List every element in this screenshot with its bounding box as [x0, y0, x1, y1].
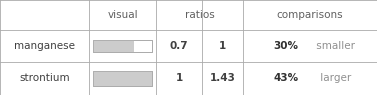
Bar	[0, 30, 377, 62]
Text: ratios: ratios	[185, 10, 215, 20]
Bar	[93, 71, 152, 86]
Bar	[0, 0, 377, 30]
Text: manganese: manganese	[14, 41, 75, 51]
Text: larger: larger	[317, 73, 351, 83]
Bar	[93, 40, 152, 52]
Text: 1: 1	[175, 73, 183, 83]
Text: 1.43: 1.43	[210, 73, 235, 83]
Text: strontium: strontium	[19, 73, 70, 83]
Text: 1: 1	[219, 41, 226, 51]
Text: comparisons: comparisons	[277, 10, 343, 20]
Text: smaller: smaller	[313, 41, 355, 51]
Bar	[93, 40, 152, 52]
Text: 0.7: 0.7	[170, 41, 188, 51]
Bar	[93, 71, 152, 86]
Bar	[93, 71, 152, 86]
Text: visual: visual	[107, 10, 138, 20]
Bar	[93, 40, 134, 52]
Text: 30%: 30%	[273, 41, 299, 51]
Bar	[0, 62, 377, 95]
Text: 43%: 43%	[273, 73, 299, 83]
